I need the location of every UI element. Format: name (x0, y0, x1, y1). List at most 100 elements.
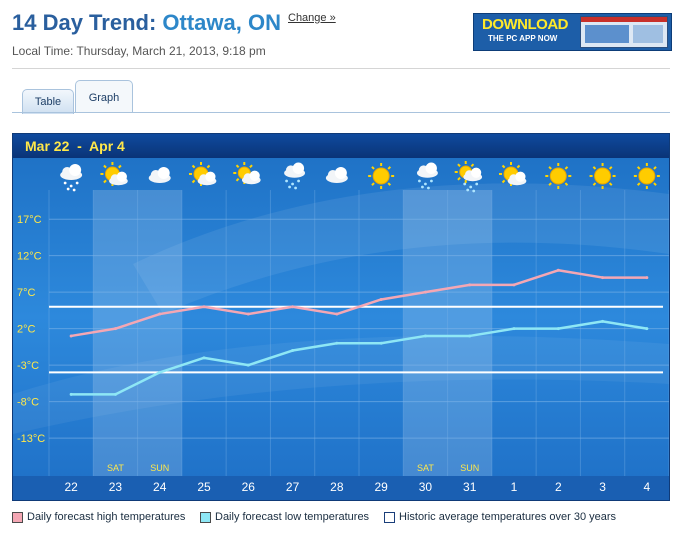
cloud-icon (325, 167, 348, 183)
high-temp-point (512, 283, 516, 287)
low-temp-point (335, 341, 339, 345)
high-temp-point (601, 276, 605, 280)
x-tick-label: 1 (511, 480, 518, 494)
x-tick-label: 29 (374, 480, 388, 494)
weekday-label: SAT (417, 463, 434, 473)
cloud-snow-icon (284, 162, 306, 190)
download-headline: DOWNLOAD (482, 16, 569, 33)
high-temp-point (202, 305, 206, 309)
low-temp-point (556, 327, 560, 331)
x-tick-label: 28 (330, 480, 344, 494)
sun-icon (633, 163, 660, 189)
sun-icon (589, 163, 616, 189)
sun-icon (545, 163, 572, 189)
high-temp-point (113, 327, 117, 331)
legend-swatch-low (200, 511, 211, 523)
low-temp-point (113, 392, 117, 396)
low-temp-point (69, 392, 73, 396)
x-tick-label: 4 (644, 480, 651, 494)
chart-legend: Daily forecast high temperatures Daily f… (12, 511, 672, 527)
weekday-label: SUN (150, 463, 169, 473)
legend-item-high: Daily forecast high temperatures (12, 511, 185, 523)
tab-graph[interactable]: Graph (75, 80, 133, 113)
x-tick-label: 26 (242, 480, 256, 494)
x-tick-label: 22 (64, 480, 78, 494)
high-temp-point (379, 297, 383, 301)
low-temp-point (379, 341, 383, 345)
low-temp-point (423, 334, 427, 338)
x-tick-label: 31 (463, 480, 477, 494)
low-temp-point (468, 334, 472, 338)
low-temp-point (645, 327, 649, 331)
y-tick-label: -8°C (17, 397, 39, 409)
high-temp-point (246, 312, 250, 316)
high-temp-point (468, 283, 472, 287)
legend-item-low: Daily forecast low temperatures (200, 511, 369, 523)
high-temp-point (69, 334, 73, 338)
app-screenshot-image (580, 16, 668, 48)
legend-item-avg: Historic average temperatures over 30 ye… (384, 511, 616, 523)
x-tick-label: 24 (153, 480, 167, 494)
sun-cloud-icon (499, 162, 527, 186)
sun-cloud-icon (100, 162, 128, 186)
weekend-band (93, 190, 138, 476)
high-temp-line (70, 269, 647, 338)
x-tick-label: 3 (599, 480, 606, 494)
sun-cloud-icon (189, 162, 217, 186)
page-title: 14 Day Trend: Ottawa, ON (12, 10, 281, 36)
page-title-prefix: 14 Day Trend: (12, 10, 157, 35)
legend-swatch-high (12, 511, 23, 523)
low-temp-point (158, 370, 162, 374)
y-tick-label: 17°C (17, 214, 42, 226)
x-tick-label: 25 (197, 480, 211, 494)
cloud-icon (148, 167, 171, 183)
high-temp-point (291, 305, 295, 309)
y-tick-label: -3°C (17, 360, 39, 372)
weekday-label: SUN (460, 463, 479, 473)
y-tick-label: 12°C (17, 251, 42, 263)
trend-chart-panel: Mar 22 - Apr 4 17°C 12°C 7°C 2°C -3°C -8°C -13… (12, 133, 670, 501)
y-tick-label: 2°C (17, 324, 36, 336)
low-temp-point (246, 363, 250, 367)
legend-swatch-avg (384, 511, 395, 523)
change-location-link[interactable]: Change » (288, 12, 336, 24)
low-temp-point (291, 349, 295, 353)
tab-divider (12, 112, 670, 113)
x-tick-label: 23 (109, 480, 123, 494)
download-subline: THE PC APP NOW (488, 34, 558, 43)
legend-label-avg: Historic average temperatures over 30 ye… (399, 511, 617, 523)
page-header: 14 Day Trend: Ottawa, ON (12, 10, 281, 36)
low-temp-point (601, 319, 605, 323)
sun-cloud-snow-icon (454, 161, 483, 193)
header-divider (12, 68, 670, 69)
sun-cloud-sun-icon (233, 162, 261, 185)
high-temp-point (645, 276, 649, 280)
x-axis-band (13, 476, 669, 500)
high-temp-point (158, 312, 162, 316)
x-tick-label: 27 (286, 480, 300, 494)
weekend-band (137, 190, 182, 476)
y-tick-label: 7°C (17, 287, 36, 299)
y-tick-label: -13°C (17, 433, 45, 445)
high-temp-point (335, 312, 339, 316)
x-tick-label: 2 (555, 480, 562, 494)
legend-label-low: Daily forecast low temperatures (215, 511, 370, 523)
sun-icon (368, 163, 395, 189)
local-time: Local Time: Thursday, March 21, 2013, 9:… (12, 44, 266, 58)
legend-label-high: Daily forecast high temperatures (27, 511, 186, 523)
x-tick-label: 30 (419, 480, 433, 494)
download-app-banner[interactable]: DOWNLOAD THE PC APP NOW (473, 13, 672, 51)
low-temp-point (202, 356, 206, 360)
low-temp-line (71, 320, 648, 396)
page-title-city: Ottawa, ON (162, 10, 281, 35)
cloud-snow-icon (416, 162, 438, 190)
low-temp-point (512, 327, 516, 331)
weekday-label: SAT (107, 463, 124, 473)
snow-cloud-icon (60, 164, 83, 192)
high-temp-point (423, 290, 427, 294)
weekend-band (403, 190, 448, 476)
chart-title: Mar 22 - Apr 4 (25, 138, 125, 154)
tab-table[interactable]: Table (22, 89, 74, 114)
high-temp-point (556, 268, 560, 272)
trend-chart: Mar 22 - Apr 4 17°C 12°C 7°C 2°C -3°C -8°C -13… (13, 134, 669, 500)
